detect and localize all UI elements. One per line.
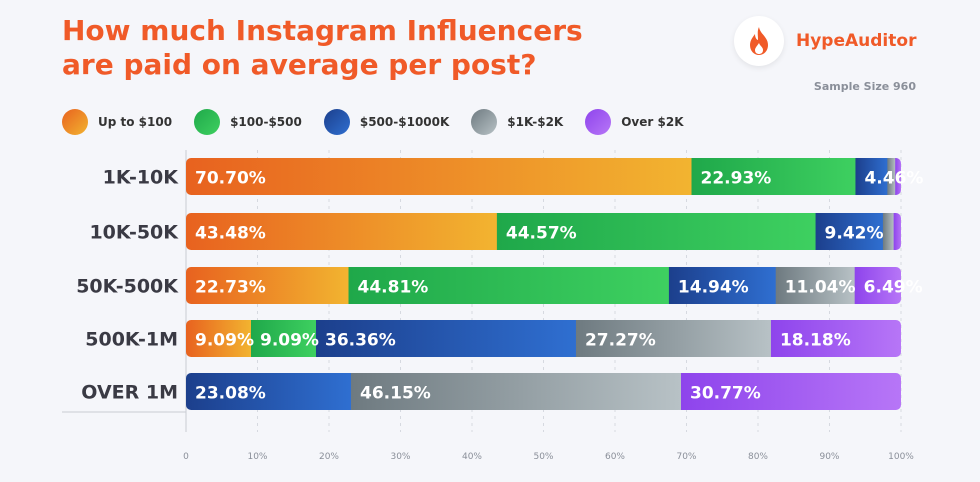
- x-tick-label: 20%: [319, 452, 339, 462]
- data-label: 44.81%: [358, 278, 429, 298]
- legend-swatch-100-500: [194, 109, 221, 135]
- bar-segment: [895, 158, 901, 195]
- title-line-1: How much Instagram Influencers: [62, 14, 583, 47]
- legend-item-500-1000k: $500-$1000K: [323, 109, 450, 135]
- bar-segment: [186, 373, 352, 410]
- category-label: 50K-500K: [76, 276, 179, 298]
- bar-segment: [855, 158, 888, 195]
- data-label: 9.09%: [195, 331, 254, 351]
- legend: Up to $100 $100-$500 $500-$1000K $1K-$2K…: [62, 109, 706, 135]
- legend-swatch-over-2k: [585, 109, 612, 135]
- bar-segment: [186, 158, 693, 195]
- sample-size: Sample Size 960: [813, 80, 916, 93]
- category-label: 500K-1M: [85, 329, 178, 351]
- bar-segment: [575, 320, 772, 357]
- x-tick-label: 30%: [390, 452, 410, 462]
- bar-segment: [893, 213, 901, 250]
- data-label: 4.46%: [864, 169, 923, 189]
- data-label: 18.18%: [780, 331, 851, 351]
- x-tick-label: 100%: [888, 452, 914, 462]
- category-label: OVER 1M: [81, 382, 178, 404]
- legend-label: $1K-$2K: [507, 115, 564, 129]
- x-tick-label: 90%: [819, 452, 839, 462]
- data-label: 22.73%: [195, 278, 266, 298]
- bar-segment: [691, 158, 856, 195]
- chart-title: How much Instagram Influencers are paid …: [62, 14, 602, 82]
- x-tick-label: 50%: [533, 452, 553, 462]
- legend-label: $500-$1000K: [359, 115, 450, 129]
- legend-label: $100-$500: [230, 115, 302, 129]
- bar-segment: [680, 373, 901, 410]
- data-label: 11.04%: [785, 278, 856, 298]
- legend-label: Up to $100: [98, 115, 173, 129]
- data-label: 36.36%: [325, 331, 396, 351]
- bar-row: 22.73% 44.81% 14.94% 11.04% 6.49%: [186, 267, 923, 304]
- bar-segment: [815, 213, 884, 250]
- brand: HypeAuditor: [734, 16, 916, 66]
- category-label: 10K-50K: [89, 222, 179, 244]
- legend-swatch-up-to-100: [62, 109, 88, 135]
- bar-segment: [186, 320, 252, 357]
- data-label: 70.70%: [195, 169, 266, 189]
- data-label: 27.27%: [585, 331, 656, 351]
- bar-row: 23.08% 46.15% 30.77%: [186, 373, 901, 410]
- bar-row: 43.48% 44.57% 9.42%: [186, 213, 901, 250]
- bar-segment: [775, 267, 856, 304]
- bar-segment: [668, 267, 777, 304]
- bar-segment: [496, 213, 817, 250]
- x-tick-label: 80%: [748, 452, 768, 462]
- bar-segment: [887, 158, 896, 195]
- legend-item-over-2k: Over $2K: [585, 109, 684, 135]
- bar-segment: [882, 213, 895, 250]
- title-line-2: are paid on average per post?: [62, 48, 537, 81]
- bar-segment: [186, 213, 498, 250]
- data-label: 6.49%: [864, 278, 923, 298]
- data-label: 46.15%: [360, 384, 431, 404]
- brand-name: HypeAuditor: [796, 31, 917, 51]
- flame-icon: [734, 16, 784, 66]
- bar-segment: [186, 267, 350, 304]
- bar-segment: [348, 267, 670, 304]
- x-tick-label: 10%: [247, 452, 267, 462]
- x-tick-label: 40%: [462, 452, 482, 462]
- data-label: 9.09%: [260, 331, 319, 351]
- bar-segment: [315, 320, 577, 357]
- legend-item-1k-2k: $1K-$2K: [471, 109, 563, 135]
- legend-swatch-500-1000k: [323, 109, 350, 135]
- x-tick-label: 70%: [676, 452, 696, 462]
- data-label: 44.57%: [506, 224, 577, 244]
- legend-label: Over $2K: [621, 115, 684, 129]
- bar-segment: [854, 267, 901, 304]
- legend-item-up-to-100: Up to $100: [62, 109, 172, 135]
- data-label: 14.94%: [678, 278, 749, 298]
- data-label: 9.42%: [825, 224, 884, 244]
- legend-swatch-1k-2k: [471, 109, 498, 135]
- bar-row: 9.09% 9.09% 36.36% 27.27% 18.18%: [186, 320, 901, 357]
- bar-segment: [351, 373, 682, 410]
- data-label: 30.77%: [690, 384, 761, 404]
- category-label: 1K-10K: [103, 167, 180, 189]
- bar-segment: [770, 320, 901, 357]
- x-tick-label: 0: [183, 452, 189, 462]
- data-label: 43.48%: [195, 224, 266, 244]
- legend-item-100-500: $100-$500: [194, 109, 302, 135]
- x-tick-label: 60%: [605, 452, 625, 462]
- data-label: 23.08%: [195, 384, 266, 404]
- bar-segment: [250, 320, 317, 357]
- bar-row: 70.70% 22.93% 4.46%: [186, 158, 923, 195]
- data-label: 22.93%: [701, 169, 772, 189]
